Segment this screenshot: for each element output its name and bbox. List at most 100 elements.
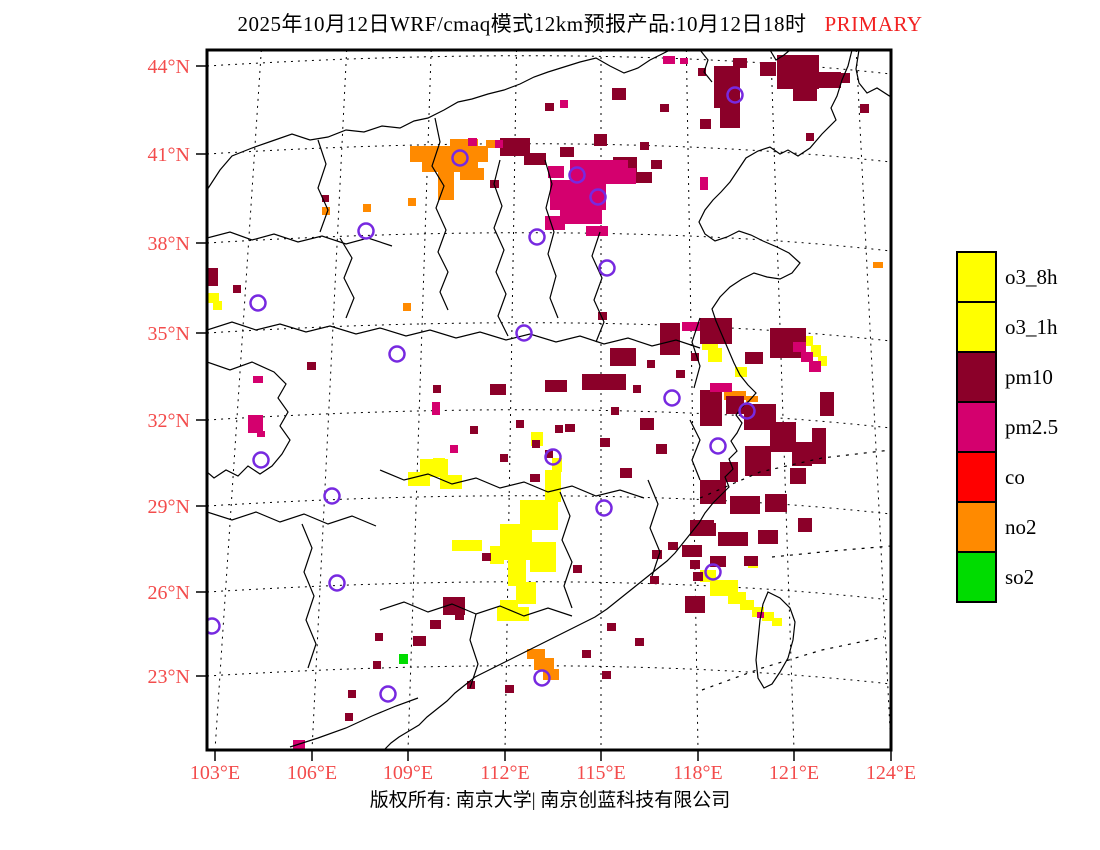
grid-cell-pm10 <box>744 556 758 566</box>
grid-cell-pm25 <box>586 226 608 236</box>
station-circle-marker <box>589 188 607 206</box>
grid-cell-pm10 <box>770 422 796 452</box>
grid-cell-pm10 <box>700 480 726 504</box>
province-border-yangtze <box>379 469 645 499</box>
axis-ticks-and-labels: 103°E 106°E 109°E 112°E 115°E 118°E 121°E 124°E… <box>148 56 917 784</box>
grid-cell-pm10 <box>660 104 669 112</box>
grid-cell-pm10 <box>720 106 740 128</box>
grid-cell-pm25 <box>495 140 503 148</box>
grid-cell-pm25 <box>793 342 806 352</box>
legend-color-swatch <box>956 301 997 353</box>
grid-cell-pm10 <box>594 134 607 146</box>
grid-cell-pm10 <box>545 450 553 458</box>
province-border-gansu <box>317 139 355 319</box>
y-tick-label: 35°N <box>148 323 190 345</box>
grid-cell-o3 <box>740 600 754 610</box>
grid-cell-pm10 <box>806 133 814 141</box>
station-circle-marker <box>249 294 267 312</box>
grid-cell-pm10 <box>668 542 678 550</box>
province-border-38n <box>207 231 393 247</box>
station-circle-marker <box>528 228 546 246</box>
meridian-line <box>311 50 348 750</box>
legend-label: pm2.5 <box>1005 415 1059 439</box>
grid-cell-pm10 <box>760 62 776 76</box>
grid-cell-o3 <box>735 367 747 377</box>
x-tick-label: 115°E <box>576 762 625 784</box>
grid-cell-pm25 <box>560 206 602 224</box>
province-border-anhui <box>689 317 701 481</box>
grid-cell-pm25 <box>700 177 708 190</box>
grid-cell-no2 <box>873 262 883 268</box>
station-circle-marker <box>357 222 375 240</box>
grid-cell-o3 <box>490 546 504 564</box>
grid-cell-pm10 <box>532 440 540 448</box>
station-circle-marker <box>252 451 270 469</box>
legend-label: co <box>1005 465 1025 489</box>
grid-cell-no2 <box>403 303 411 311</box>
meridian-line <box>504 50 518 750</box>
province-border-sichuan <box>207 361 291 479</box>
y-tick-label: 38°N <box>148 233 190 255</box>
grid-cell-pm25 <box>600 168 636 184</box>
grid-cell-pm10 <box>610 348 636 366</box>
grid-cell-no2 <box>450 139 478 148</box>
grid-cell-pm25 <box>663 56 675 64</box>
grid-cell-pm10 <box>860 104 869 113</box>
grid-cell-o3 <box>452 540 482 551</box>
grid-cell-pm10 <box>815 72 841 88</box>
grid-cell-pm10 <box>710 556 726 567</box>
grid-cell-no2 <box>408 198 416 206</box>
grid-cell-o3 <box>213 301 222 310</box>
grid-cell-pm10 <box>373 661 381 669</box>
grid-cell-no2 <box>486 140 496 148</box>
grid-cell-pm10 <box>470 426 478 434</box>
grid-cell-pm10 <box>730 496 760 514</box>
meridian-line <box>685 50 699 750</box>
station-circle-marker <box>568 166 586 184</box>
station-markers <box>207 86 756 703</box>
grid-cell-no2 <box>534 658 554 670</box>
grid-cell-pm10 <box>640 418 654 430</box>
grid-cell-no2 <box>410 146 488 162</box>
grid-cell-pm25 <box>468 138 477 146</box>
legend-label: no2 <box>1005 515 1037 539</box>
grid-cell-pm10 <box>720 462 738 482</box>
grid-cell-pm25 <box>545 216 565 230</box>
grid-cell-pm10 <box>812 428 826 464</box>
x-tick-label: 109°E <box>383 762 433 784</box>
grid-cell-pm10 <box>611 407 619 415</box>
grid-cell-o3 <box>530 542 556 572</box>
station-circle-marker <box>544 448 562 466</box>
grid-cell-pm10 <box>545 380 567 392</box>
page-title: 2025年10月12日WRF/cmaq模式12km预报产品:10月12日18时 P… <box>60 8 1100 38</box>
grid-cell-pm10 <box>652 550 662 559</box>
grid-cell-pm10 <box>443 597 465 615</box>
grid-cell-o3 <box>508 560 526 586</box>
grid-cell-pm10 <box>647 360 655 368</box>
grid-cell-pm10 <box>620 468 632 478</box>
x-tick-label: 106°E <box>287 762 337 784</box>
meridian-line <box>214 50 262 750</box>
station-circle-marker <box>738 402 756 420</box>
grid-cell-pm10 <box>607 623 616 631</box>
grid-cell-pm10 <box>758 530 778 544</box>
grid-cell-no2 <box>543 669 559 680</box>
y-tick-label: 26°N <box>148 582 190 604</box>
grid-cell-no2 <box>322 207 330 215</box>
grid-cell-pm10 <box>345 713 353 721</box>
grid-cell-pm25 <box>548 166 564 178</box>
province-border-fujian-w <box>647 479 661 577</box>
legend-label: o3_1h <box>1005 315 1058 339</box>
grid-cell-pm10 <box>682 545 702 557</box>
grid-cell-pm10 <box>640 142 649 150</box>
station-circle-marker <box>515 324 533 342</box>
y-tick-label: 44°N <box>148 56 190 78</box>
grid-cell-pm10 <box>455 612 464 620</box>
grid-cell-no2 <box>724 391 746 400</box>
grid-cell-pm10 <box>500 138 530 156</box>
province-border-guangdong-w <box>469 613 479 689</box>
grid-cell-pm10 <box>651 160 662 169</box>
station-circle-marker <box>323 487 341 505</box>
legend-color-swatch <box>956 551 997 603</box>
station-circle-marker <box>663 389 681 407</box>
